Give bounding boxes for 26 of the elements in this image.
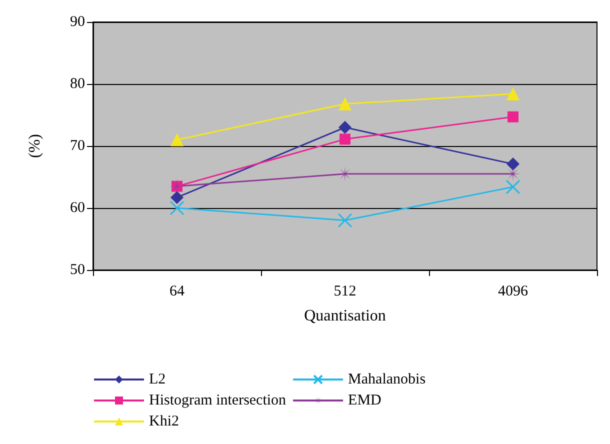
point xyxy=(170,200,184,216)
y-tick-label: 90 xyxy=(70,14,85,30)
point xyxy=(338,97,352,110)
x-tick-label: 64 xyxy=(170,284,185,300)
point xyxy=(506,180,520,194)
point xyxy=(506,157,520,170)
point xyxy=(338,213,352,228)
y-tick-label: 70 xyxy=(70,138,85,154)
y-tick-label: 50 xyxy=(70,262,85,278)
legend-label: Mahalanobis xyxy=(348,372,426,388)
legend-label: EMD xyxy=(348,392,382,408)
point xyxy=(338,120,352,134)
y-tick-label: 80 xyxy=(70,76,85,92)
legend-label: L2 xyxy=(149,372,166,388)
y-tick-label: 60 xyxy=(70,200,85,216)
x-tick-label: 4096 xyxy=(498,284,528,300)
y-axis-title: (%) xyxy=(26,134,44,158)
point xyxy=(506,87,520,100)
x-axis-title: Quantisation xyxy=(304,308,386,324)
point xyxy=(340,134,350,145)
point xyxy=(170,190,184,204)
point xyxy=(170,133,184,146)
point xyxy=(508,111,518,122)
x-tick-label: 512 xyxy=(334,284,356,300)
legend-label: Khi2 xyxy=(149,414,179,430)
legend-label: Histogram intersection xyxy=(149,392,287,408)
